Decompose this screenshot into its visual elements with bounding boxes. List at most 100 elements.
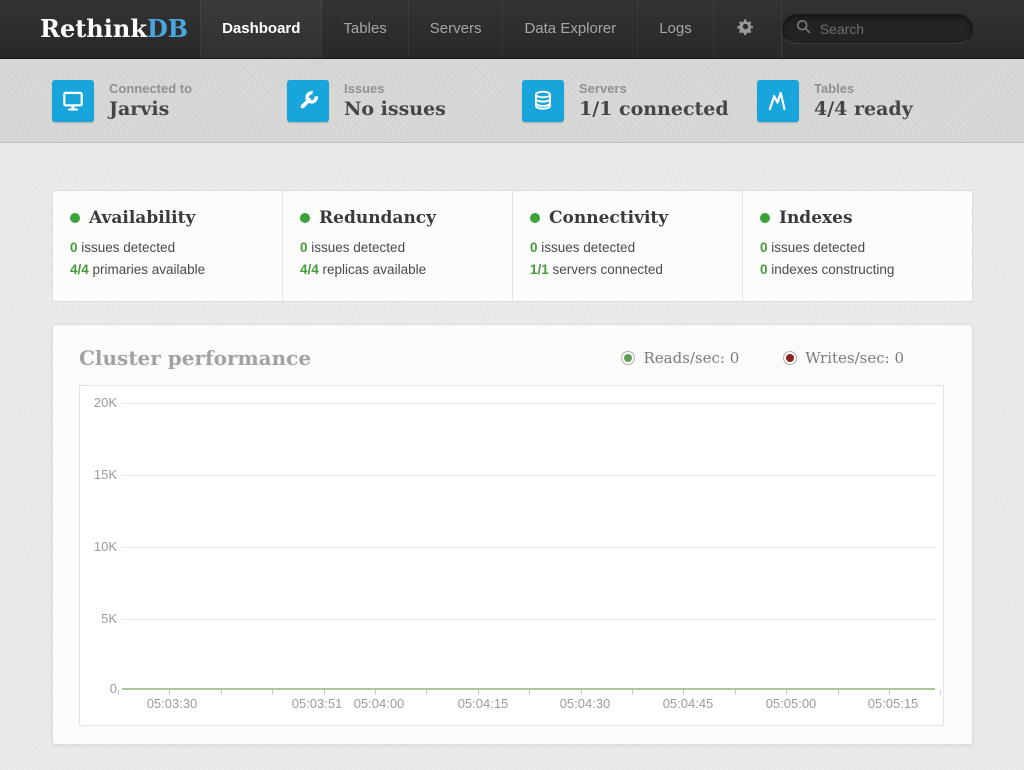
writes-legend-dot-icon: [783, 351, 798, 365]
y-axis-label: 20K: [93, 395, 117, 410]
status-item-servers: Servers 1/1 connected: [522, 79, 757, 122]
panel-stat: 4/4 replicas available: [300, 259, 494, 281]
stat-value: 0: [70, 240, 78, 255]
y-axis-label: 0: [109, 681, 117, 696]
panel-redundancy: Redundancy 0 issues detected 4/4 replica…: [283, 191, 513, 301]
green-status-dot-icon: [300, 213, 310, 223]
panel-availability: Availability 0 issues detected 4/4 prima…: [53, 191, 283, 301]
stat-value: 0: [530, 240, 538, 255]
x-axis-label: 05:03:30: [146, 696, 198, 711]
x-axis-tick: [786, 690, 788, 695]
panel-stat: 0 indexes constructing: [760, 259, 954, 281]
green-status-dot-icon: [530, 213, 540, 223]
legend-writes: Writes/sec: 0: [783, 349, 904, 367]
pulse-icon: [757, 79, 799, 122]
panel-title: Redundancy: [319, 208, 437, 228]
status-value: 1/1 connected: [579, 98, 729, 120]
status-value: Jarvis: [109, 98, 170, 120]
x-axis-tick: [683, 690, 685, 695]
legend-writes-label: Writes/sec: 0: [805, 349, 904, 367]
settings-gear-button[interactable]: [712, 0, 777, 58]
x-axis-tick: [940, 690, 942, 695]
search-input[interactable]: [819, 21, 960, 37]
x-axis-label: 05:05:15: [867, 696, 919, 711]
main-nav-menu: Dashboard Tables Servers Data Explorer L…: [200, 0, 782, 58]
panel-stat: 1/1 servers connected: [530, 259, 724, 281]
x-axis-label: 05:04:00: [353, 696, 405, 711]
x-axis-tick: [426, 690, 428, 695]
panel-stat: 4/4 primaries available: [70, 259, 264, 281]
green-status-dot-icon: [70, 213, 80, 223]
reads-legend-dot-icon: [621, 351, 636, 365]
panel-title: Connectivity: [549, 208, 669, 228]
gridline-20k: [122, 403, 935, 404]
x-axis-label: 05:04:45: [662, 696, 714, 711]
perf-title: Cluster performance: [79, 346, 312, 370]
gear-icon: [736, 17, 755, 41]
x-axis-tick: [580, 690, 582, 695]
panel-title-row: Indexes: [760, 208, 954, 228]
panel-stat: 0 issues detected: [70, 237, 264, 259]
panel-stat: 0 issues detected: [530, 237, 724, 259]
search-box[interactable]: [781, 14, 973, 44]
x-axis-tick: [169, 690, 171, 695]
nav-item-tables[interactable]: Tables: [343, 20, 387, 37]
y-axis-label: 15K: [93, 467, 117, 482]
logo-text-rethink: Rethink: [40, 14, 147, 43]
y-axis-label: 10K: [93, 539, 117, 554]
nav-item-logs[interactable]: Logs: [637, 0, 713, 58]
x-axis-tick: [632, 690, 633, 695]
status-item-issues: Issues No issues: [287, 79, 522, 122]
panel-indexes: Indexes 0 issues detected 0 indexes cons…: [743, 191, 972, 301]
x-axis-tick: [477, 690, 479, 695]
status-value: No issues: [344, 98, 446, 120]
wrench-icon: [287, 79, 329, 122]
panel-title: Availability: [89, 208, 196, 228]
x-axis-label: 05:04:15: [457, 696, 509, 711]
x-axis-label: 05:04:30: [559, 696, 611, 711]
x-axis-tick: [734, 690, 736, 695]
status-value: 4/4 ready: [814, 98, 913, 120]
cluster-performance-card: Cluster performance Reads/sec: 0 Writes/…: [52, 324, 973, 745]
y-axis-label: 5K: [101, 611, 117, 626]
search-icon: [795, 18, 812, 40]
nav-item-dashboard[interactable]: Dashboard: [200, 0, 323, 58]
x-axis-label: 05:03:51: [291, 696, 343, 711]
gridline-10k: [122, 547, 935, 548]
legend-reads: Reads/sec: 0: [621, 349, 739, 367]
status-label: Tables: [814, 81, 855, 96]
stat-value: 0: [760, 240, 768, 255]
panel-title-row: Availability: [70, 208, 264, 228]
x-axis-tick: [118, 690, 119, 695]
status-text: Servers 1/1 connected: [579, 81, 729, 120]
monitor-icon: [52, 79, 94, 122]
status-label: Servers: [579, 81, 627, 96]
main-content: Availability 0 issues detected 4/4 prima…: [0, 143, 1024, 745]
legend-reads-label: Reads/sec: 0: [643, 349, 740, 367]
status-label: Issues: [344, 81, 385, 96]
stat-value: 0: [760, 262, 768, 277]
x-axis-tick: [375, 690, 376, 695]
cluster-status-bar: Connected to Jarvis Issues No issues: [0, 59, 1024, 143]
rethinkdb-logo[interactable]: RethinkDB: [40, 0, 188, 58]
panel-connectivity: Connectivity 0 issues detected 1/1 serve…: [513, 191, 743, 301]
top-navbar: RethinkDB Dashboard Tables Servers Data …: [0, 0, 1024, 59]
panel-title-row: Connectivity: [530, 208, 724, 228]
stat-text: indexes constructing: [767, 262, 895, 277]
status-item-connected-to: Connected to Jarvis: [52, 79, 287, 122]
x-axis-tick: [837, 690, 839, 695]
health-panels-row: Availability 0 issues detected 4/4 prima…: [52, 190, 973, 302]
panel-stat: 0 issues detected: [760, 237, 954, 259]
nav-divider: [780, 0, 782, 58]
stat-text: issues detected: [767, 240, 866, 255]
nav-item-data-explorer[interactable]: Data Explorer: [502, 0, 637, 58]
reads-series-line: [122, 688, 935, 690]
performance-chart: 20K 15K 10K 5K 0 05:03:30 05:03:51 05:04…: [79, 385, 944, 726]
stat-text: issues detected: [77, 240, 176, 255]
stat-text: servers connected: [548, 262, 663, 277]
database-icon: [522, 79, 564, 122]
stat-value: 4/4: [70, 262, 89, 277]
status-text: Connected to Jarvis: [109, 81, 192, 120]
stat-value: 1/1: [530, 262, 549, 277]
nav-item-servers[interactable]: Servers: [407, 0, 503, 58]
